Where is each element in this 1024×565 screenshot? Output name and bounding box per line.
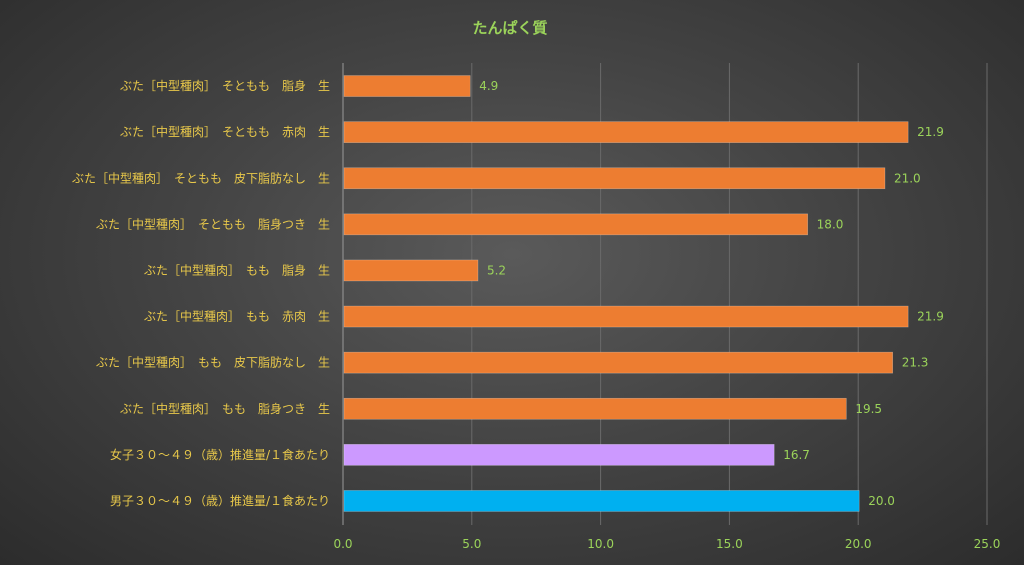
category-label: ぶた［中型種肉］ もも 脂身つき 生: [120, 401, 330, 416]
category-label: ぶた［中型種肉］ もも 皮下脂肪なし 生: [96, 355, 330, 370]
bar: [343, 167, 886, 190]
bar: [343, 397, 847, 420]
category-labels: ぶた［中型種肉］ そともも 脂身 生ぶた［中型種肉］ そともも 赤肉 生ぶた［中…: [72, 78, 330, 508]
data-label: 18.0: [817, 217, 844, 231]
x-tick-label: 0.0: [333, 537, 352, 551]
category-label: ぶた［中型種肉］ そともも 脂身 生: [120, 78, 330, 93]
bar: [343, 121, 909, 143]
x-tick-label: 20.0: [845, 537, 872, 551]
data-labels: 4.9 21.9 21.0 18.0 5.2 21.9 21.3 19.5 16.7 20.0: [479, 79, 944, 508]
bar: [343, 351, 893, 374]
category-label: ぶた［中型種肉］ そともも 皮下脂肪なし 生: [72, 170, 330, 185]
data-label: 4.9: [479, 79, 498, 93]
x-axis-ticks: 0.0 5.0 10.0 15.0 20.0 25.0: [333, 537, 1000, 551]
category-label: ぶた［中型種肉］ もも 赤肉 生: [144, 309, 330, 324]
category-label: ぶた［中型種肉］ そともも 脂身つき 生: [96, 216, 330, 231]
bars: [343, 75, 909, 512]
x-tick-label: 25.0: [974, 537, 1001, 551]
bar: [343, 213, 808, 236]
bar: [343, 490, 860, 512]
data-label: 5.2: [487, 263, 506, 277]
x-tick-label: 5.0: [462, 537, 481, 551]
bar: [343, 259, 479, 282]
bar: [343, 305, 909, 328]
data-label: 21.3: [902, 356, 929, 370]
data-label: 21.9: [917, 125, 944, 139]
bar: [343, 444, 775, 466]
data-label: 19.5: [855, 402, 882, 416]
category-label: 女子３０～４９（歳）推進量/１食あたり: [110, 447, 330, 462]
chart-title: たんぱく質: [472, 19, 547, 37]
data-label: 21.9: [917, 310, 944, 324]
bar: [343, 75, 471, 97]
category-label: ぶた［中型種肉］ そともも 赤肉 生: [120, 124, 330, 139]
x-tick-label: 15.0: [716, 537, 743, 551]
category-label: 男子３０～４９（歳）推進量/１食あたり: [110, 493, 330, 508]
data-label: 20.0: [868, 494, 895, 508]
x-tick-label: 10.0: [587, 537, 614, 551]
data-label: 21.0: [894, 171, 921, 185]
category-label: ぶた［中型種肉］ もも 脂身 生: [144, 262, 330, 277]
data-label: 16.7: [783, 448, 810, 462]
